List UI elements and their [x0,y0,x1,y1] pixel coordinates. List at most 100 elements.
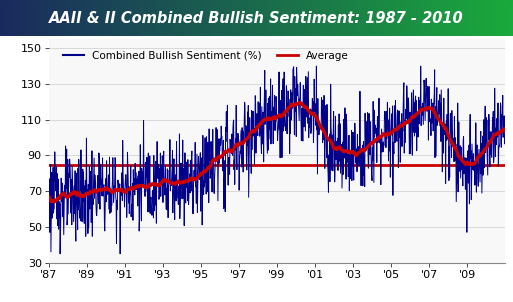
Bar [475,0,478,36]
Bar [364,0,367,36]
Bar [100,0,103,36]
Bar [492,0,496,36]
Bar [341,0,344,36]
Bar [405,0,408,36]
Bar [269,0,272,36]
Bar [82,0,85,36]
Bar [239,0,242,36]
Bar [198,0,201,36]
Bar [21,0,24,36]
Bar [508,0,511,36]
Bar [410,0,413,36]
Bar [87,0,90,36]
Bar [505,0,508,36]
Bar [480,0,483,36]
Bar [13,0,16,36]
Bar [467,0,470,36]
Bar [400,0,403,36]
Bar [23,0,26,36]
Bar [223,0,226,36]
Bar [318,0,321,36]
Bar [346,0,349,36]
Bar [472,0,475,36]
Bar [367,0,370,36]
Bar [205,0,208,36]
Bar [339,0,342,36]
Bar [141,0,144,36]
Bar [105,0,108,36]
Bar [210,0,213,36]
Bar [449,0,452,36]
Bar [398,0,401,36]
Bar [133,0,136,36]
Bar [46,0,49,36]
Bar [174,0,177,36]
Bar [231,0,234,36]
Bar [482,0,485,36]
Bar [156,0,160,36]
Bar [139,0,142,36]
Bar [451,0,455,36]
Bar [33,0,36,36]
Bar [315,0,319,36]
Bar [308,0,311,36]
Bar [77,0,80,36]
Bar [233,0,236,36]
Bar [436,0,439,36]
Bar [118,0,121,36]
Bar [272,0,275,36]
Bar [187,0,190,36]
Bar [477,0,480,36]
Bar [36,0,39,36]
Bar [136,0,139,36]
Bar [331,0,334,36]
Bar [354,0,357,36]
Bar [31,0,34,36]
Legend: Combined Bullish Sentiment (%), Average: Combined Bullish Sentiment (%), Average [58,47,353,65]
Bar [403,0,406,36]
Bar [387,0,390,36]
Bar [226,0,229,36]
Bar [303,0,306,36]
Text: AAII & II Combined Bullish Sentiment: 1987 - 2010: AAII & II Combined Bullish Sentiment: 19… [49,11,464,26]
Bar [195,0,198,36]
Bar [418,0,421,36]
Bar [3,0,6,36]
Bar [8,0,11,36]
Bar [172,0,175,36]
Bar [423,0,426,36]
Bar [80,0,83,36]
Bar [228,0,231,36]
Bar [292,0,295,36]
Bar [333,0,337,36]
Bar [300,0,303,36]
Bar [256,0,260,36]
Bar [433,0,437,36]
Bar [349,0,352,36]
Bar [382,0,385,36]
Bar [177,0,180,36]
Bar [441,0,444,36]
Bar [236,0,239,36]
Bar [62,0,65,36]
Bar [310,0,313,36]
Bar [426,0,429,36]
Bar [385,0,388,36]
Bar [344,0,347,36]
Bar [439,0,442,36]
Bar [408,0,411,36]
Bar [44,0,47,36]
Bar [251,0,254,36]
Bar [282,0,285,36]
Bar [490,0,493,36]
Bar [510,0,513,36]
Bar [185,0,188,36]
Bar [72,0,75,36]
Bar [295,0,298,36]
Bar [49,0,52,36]
Bar [108,0,111,36]
Bar [97,0,101,36]
Bar [267,0,270,36]
Bar [28,0,31,36]
Bar [254,0,257,36]
